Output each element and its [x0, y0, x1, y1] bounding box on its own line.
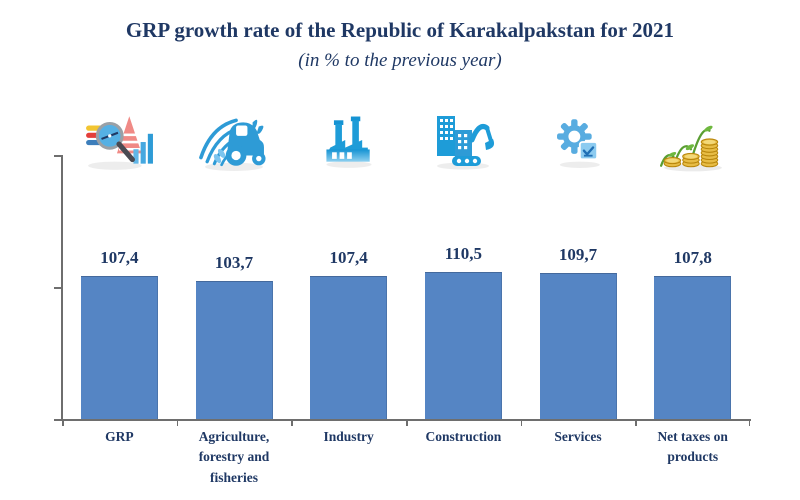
analytics-magnifier-icon: [86, 116, 154, 170]
taxes-coins-icon: [659, 125, 722, 172]
x-axis-tick: [520, 420, 523, 426]
x-axis-tick: [176, 420, 179, 426]
category-label-services: Services: [554, 429, 602, 444]
plot-area: 107,4 103,7 107,4 110,5 109,7 107,8: [54, 155, 751, 426]
x-axis-tick: [62, 420, 64, 426]
y-axis-tick: [54, 287, 62, 289]
y-axis-tick: [54, 155, 62, 157]
bar-column-services: 109,7: [521, 155, 636, 419]
services-gear-icon: [557, 119, 600, 168]
bar-column-construction: 110,5: [406, 155, 521, 419]
bar-column-industry: 107,4: [291, 155, 406, 419]
value-label: 110,5: [444, 244, 482, 264]
value-label: 107,4: [329, 248, 368, 268]
x-axis: [61, 419, 751, 421]
bar-taxes: [654, 275, 732, 419]
x-axis-tick: [635, 420, 637, 426]
category-label-industry: Industry: [323, 429, 374, 444]
bar-industry: [310, 276, 388, 419]
chart-header: GRP growth rate of the Republic of Karak…: [0, 18, 800, 72]
bar-column-agriculture: 103,7: [177, 155, 292, 419]
category-label-taxes: Net taxes on products: [657, 429, 728, 465]
icon-cell-industry: [291, 102, 406, 172]
x-axis-tick: [748, 420, 750, 426]
construction-excavator-icon: [437, 116, 495, 170]
value-label: 107,4: [100, 248, 139, 268]
bar-agriculture: [195, 281, 273, 419]
x-axis-tick: [406, 420, 408, 426]
category-icons-row: [62, 102, 750, 172]
y-axis-tick: [54, 419, 62, 421]
agriculture-tractor-icon: [199, 118, 266, 171]
page-subtitle: (in % to the previous year): [298, 50, 502, 71]
bar-column-taxes: 107,8: [635, 155, 750, 419]
category-labels-row: GRP Agriculture, forestry and fisheries …: [62, 427, 750, 488]
page-title: GRP growth rate of the Republic of Karak…: [125, 18, 675, 42]
bar-column-grp: 107,4: [62, 155, 177, 419]
bars-container: 107,4 103,7 107,4 110,5 109,7 107,8: [62, 155, 750, 419]
industry-factory-icon: [326, 116, 372, 168]
icon-cell-grp: [62, 102, 177, 172]
value-label: 107,8: [673, 247, 712, 267]
icon-cell-agriculture: [177, 102, 292, 172]
value-label: 103,7: [214, 253, 254, 273]
bar-services: [539, 273, 617, 419]
value-label: 109,7: [558, 245, 598, 265]
icon-cell-services: [521, 102, 636, 172]
category-label-grp: GRP: [105, 429, 134, 444]
x-axis-tick: [291, 420, 293, 426]
category-label-construction: Construction: [425, 429, 502, 444]
icon-cell-construction: [406, 102, 521, 172]
bar-construction: [424, 272, 502, 419]
category-label-agriculture: Agriculture, forestry and fisheries: [198, 429, 270, 485]
icon-cell-taxes: [635, 102, 750, 172]
bar-grp: [80, 276, 158, 419]
